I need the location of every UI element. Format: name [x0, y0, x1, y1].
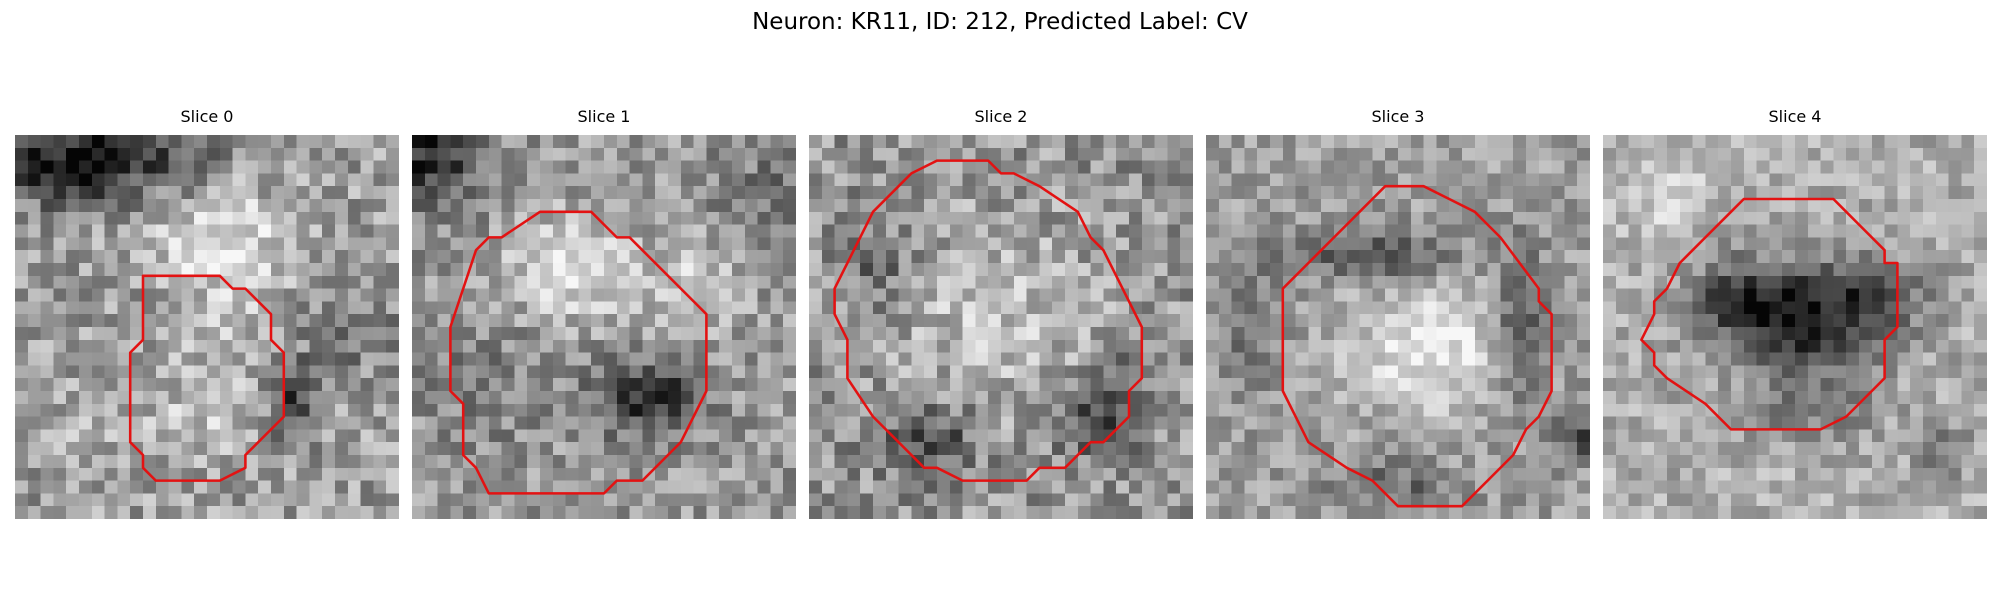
slice-panel-2: Slice 2	[809, 107, 1193, 519]
slice-title-2: Slice 2	[809, 107, 1193, 127]
slice-title-1: Slice 1	[412, 107, 796, 127]
slice-image-4	[1603, 135, 1987, 519]
slice-image-0	[15, 135, 399, 519]
slice-title-4: Slice 4	[1603, 107, 1987, 127]
slice-panel-0: Slice 0	[15, 107, 399, 519]
slice-panel-4: Slice 4	[1603, 107, 1987, 519]
slice-panel-3: Slice 3	[1206, 107, 1590, 519]
slice-panel-1: Slice 1	[412, 107, 796, 519]
slice-image-2	[809, 135, 1193, 519]
slice-title-3: Slice 3	[1206, 107, 1590, 127]
figure-title: Neuron: KR11, ID: 212, Predicted Label: …	[0, 8, 2000, 36]
slice-image-3	[1206, 135, 1590, 519]
slice-title-0: Slice 0	[15, 107, 399, 127]
slice-image-1	[412, 135, 796, 519]
